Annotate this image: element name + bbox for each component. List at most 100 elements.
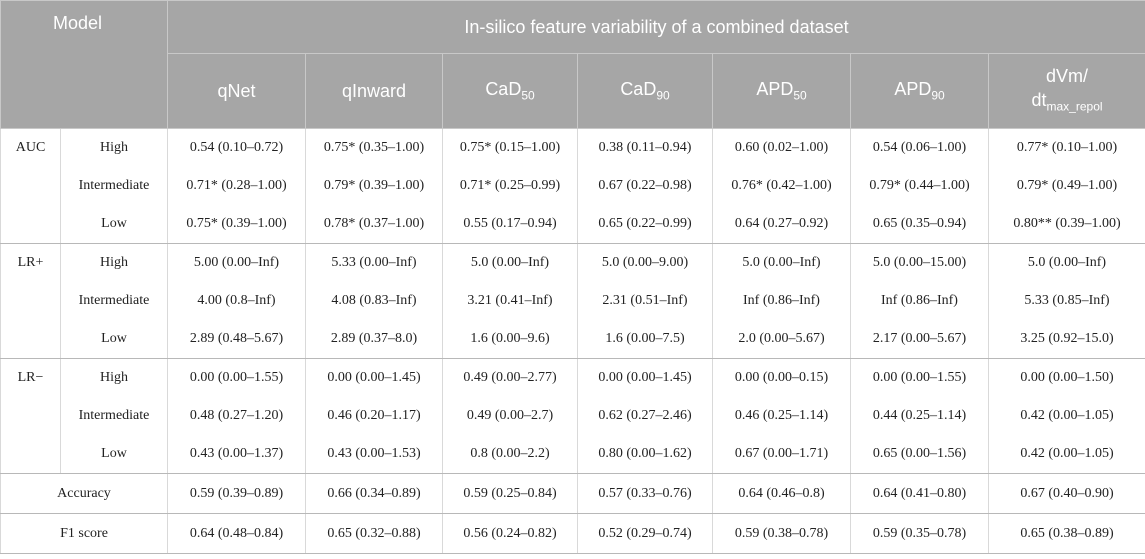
table-cell: 0.65 (0.32–0.88) bbox=[305, 513, 443, 554]
table-cell: 0.80 (0.00–1.62) bbox=[577, 435, 713, 474]
col-label-line2: dt bbox=[1031, 89, 1047, 110]
table-cell: 0.67 (0.00–1.71) bbox=[712, 435, 851, 474]
table-cell: 0.71* (0.25–0.99) bbox=[442, 167, 578, 205]
table-cell: 4.00 (0.8–Inf) bbox=[167, 282, 306, 320]
level-label: Low bbox=[60, 320, 168, 359]
table-cell: 0.75* (0.35–1.00) bbox=[305, 128, 443, 167]
table-cell: 0.48 (0.27–1.20) bbox=[167, 397, 306, 435]
table-cell: 0.76* (0.42–1.00) bbox=[712, 167, 851, 205]
table-cell: 5.0 (0.00–Inf) bbox=[987, 243, 1145, 282]
table-cell: 0.59 (0.39–0.89) bbox=[167, 473, 306, 514]
table-cell: 1.6 (0.00–9.6) bbox=[442, 320, 578, 359]
level-label: Intermediate bbox=[60, 167, 168, 205]
col-apd50-header: APD50 bbox=[712, 53, 851, 129]
col-label: qNet bbox=[217, 80, 256, 101]
table-cell: 5.33 (0.85–Inf) bbox=[987, 282, 1145, 320]
col-subscript: 90 bbox=[656, 88, 670, 103]
table-cell: 0.54 (0.06–1.00) bbox=[850, 128, 989, 167]
level-label: High bbox=[60, 128, 168, 167]
table-cell: 0.67 (0.22–0.98) bbox=[577, 167, 713, 205]
table-cell: 0.49 (0.00–2.7) bbox=[442, 397, 578, 435]
table-cell: 0.43 (0.00–1.53) bbox=[305, 435, 443, 474]
table-cell: 0.00 (0.00–1.55) bbox=[850, 358, 989, 397]
table-cell: 3.25 (0.92–15.0) bbox=[987, 320, 1145, 359]
table-row: LR− High 0.00 (0.00–1.55) 0.00 (0.00–1.4… bbox=[0, 358, 1145, 474]
table-row: Low 2.89 (0.48–5.67) 2.89 (0.37–8.0) 1.6… bbox=[1, 320, 1145, 359]
table-cell: 0.42 (0.00–1.05) bbox=[987, 435, 1145, 474]
col-label: dVm/ bbox=[1046, 65, 1089, 86]
table-cell: 0.00 (0.00–1.45) bbox=[577, 358, 713, 397]
table-cell: 0.71* (0.28–1.00) bbox=[167, 167, 306, 205]
table-cell: 0.62 (0.27–2.46) bbox=[577, 397, 713, 435]
table-cell: 0.75* (0.15–1.00) bbox=[442, 128, 578, 167]
table-cell: 2.17 (0.00–5.67) bbox=[850, 320, 989, 359]
metric-label-lr-plus: LR+ bbox=[0, 243, 61, 359]
table-cell: 0.65 (0.35–0.94) bbox=[850, 205, 989, 244]
level-label: Intermediate bbox=[60, 397, 168, 435]
table-row: F1 score 0.64 (0.48–0.84) 0.65 (0.32–0.8… bbox=[0, 513, 1145, 554]
col-label: CaD bbox=[485, 79, 522, 100]
table-cell: 0.54 (0.10–0.72) bbox=[167, 128, 306, 167]
table-cell: 0.75* (0.39–1.00) bbox=[167, 205, 306, 244]
table-cell: 0.60 (0.02–1.00) bbox=[712, 128, 851, 167]
table-cell: 0.38 (0.11–0.94) bbox=[577, 128, 713, 167]
table-cell: 0.64 (0.27–0.92) bbox=[712, 205, 851, 244]
table-cell: 2.0 (0.00–5.67) bbox=[712, 320, 851, 359]
col-label: APD bbox=[894, 79, 932, 100]
col-qnet-header: qNet bbox=[167, 53, 306, 129]
accuracy-label: Accuracy bbox=[0, 473, 168, 514]
table-cell: 0.43 (0.00–1.37) bbox=[167, 435, 306, 474]
table-cell: 2.89 (0.48–5.67) bbox=[167, 320, 306, 359]
table-cell: 5.0 (0.00–Inf) bbox=[712, 243, 851, 282]
feature-group-header: In-silico feature variability of a combi… bbox=[166, 0, 1145, 54]
table-cell: 0.79* (0.49–1.00) bbox=[987, 167, 1145, 205]
table-cell: 2.31 (0.51–Inf) bbox=[577, 282, 713, 320]
table-header: Model In-silico feature variability of a… bbox=[0, 0, 1145, 129]
table-row: Intermediate 0.48 (0.27–1.20) 0.46 (0.20… bbox=[1, 397, 1145, 435]
table-cell: 0.57 (0.33–0.76) bbox=[577, 473, 713, 514]
level-label: Low bbox=[60, 435, 168, 474]
col-label: CaD bbox=[620, 79, 657, 100]
table-body: AUC High 0.54 (0.10–0.72) 0.75* (0.35–1.… bbox=[0, 128, 1145, 554]
col-qinward-header: qInward bbox=[305, 53, 443, 129]
table-cell: Inf (0.86–Inf) bbox=[712, 282, 851, 320]
model-header: Model bbox=[0, 0, 168, 129]
table-row: AUC High 0.54 (0.10–0.72) 0.75* (0.35–1.… bbox=[0, 128, 1145, 244]
table-cell: 0.52 (0.29–0.74) bbox=[577, 513, 713, 554]
col-apd90-header: APD90 bbox=[850, 53, 989, 129]
table-cell: 0.66 (0.34–0.89) bbox=[305, 473, 443, 514]
table-cell: 4.08 (0.83–Inf) bbox=[305, 282, 443, 320]
table-cell: 0.56 (0.24–0.82) bbox=[442, 513, 578, 554]
table-cell: 0.59 (0.35–0.78) bbox=[850, 513, 989, 554]
table-cell: 0.00 (0.00–1.45) bbox=[305, 358, 443, 397]
table-row: LR+ High 5.00 (0.00–Inf) 5.33 (0.00–Inf)… bbox=[0, 243, 1145, 359]
table-cell: 0.80** (0.39–1.00) bbox=[987, 205, 1145, 244]
table-cell: 5.0 (0.00–9.00) bbox=[577, 243, 713, 282]
metric-label-lr-minus: LR− bbox=[0, 358, 61, 474]
table-cell: 0.64 (0.41–0.80) bbox=[850, 473, 989, 514]
table-cell: 0.65 (0.22–0.99) bbox=[577, 205, 713, 244]
table-cell: 0.77* (0.10–1.00) bbox=[987, 128, 1145, 167]
table-row: Low 0.43 (0.00–1.37) 0.43 (0.00–1.53) 0.… bbox=[1, 435, 1145, 474]
table-cell: 0.65 (0.00–1.56) bbox=[850, 435, 989, 474]
table-row: Accuracy 0.59 (0.39–0.89) 0.66 (0.34–0.8… bbox=[0, 473, 1145, 514]
col-dvmdt-header: dVm/dtmax_repol bbox=[987, 53, 1145, 129]
table-cell: 1.6 (0.00–7.5) bbox=[577, 320, 713, 359]
table-cell: 5.33 (0.00–Inf) bbox=[305, 243, 443, 282]
table-cell: 3.21 (0.41–Inf) bbox=[442, 282, 578, 320]
table-cell: 0.79* (0.39–1.00) bbox=[305, 167, 443, 205]
table-cell: 0.78* (0.37–1.00) bbox=[305, 205, 443, 244]
table-cell: 0.00 (0.00–1.50) bbox=[987, 358, 1145, 397]
col-subscript: 50 bbox=[521, 88, 535, 103]
f1-score-label: F1 score bbox=[0, 513, 168, 554]
table-cell: 0.46 (0.25–1.14) bbox=[712, 397, 851, 435]
level-label: High bbox=[60, 358, 168, 397]
table-row: Intermediate 4.00 (0.8–Inf) 4.08 (0.83–I… bbox=[1, 282, 1145, 320]
table-cell: 0.79* (0.44–1.00) bbox=[850, 167, 989, 205]
table-cell: 0.64 (0.46–0.8) bbox=[712, 473, 851, 514]
col-cad90-header: CaD90 bbox=[577, 53, 713, 129]
table-cell: 0.46 (0.20–1.17) bbox=[305, 397, 443, 435]
table-cell: 0.00 (0.00–1.55) bbox=[167, 358, 306, 397]
table-cell: 0.42 (0.00–1.05) bbox=[987, 397, 1145, 435]
table-row: Intermediate 0.71* (0.28–1.00) 0.79* (0.… bbox=[1, 167, 1145, 205]
